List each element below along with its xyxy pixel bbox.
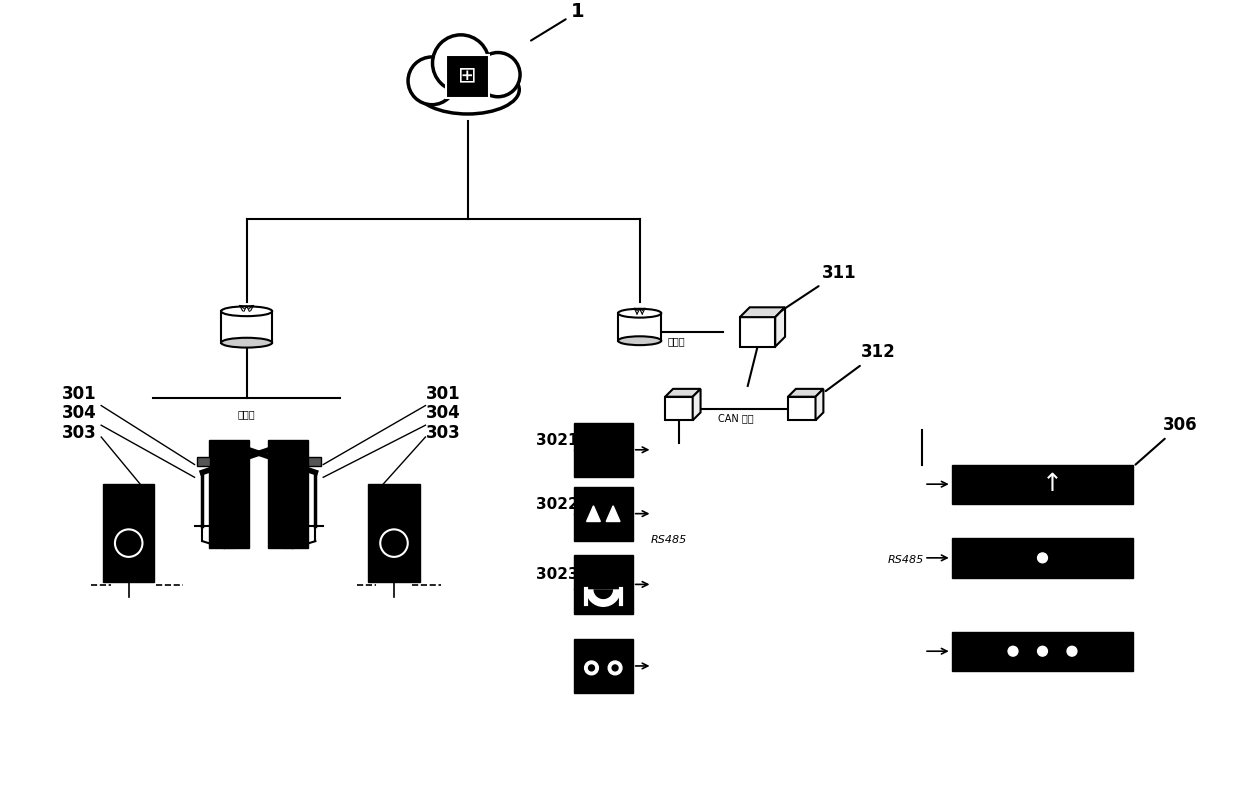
FancyBboxPatch shape — [952, 464, 1134, 504]
Text: 301: 301 — [62, 384, 97, 403]
Polygon shape — [788, 389, 824, 397]
Text: 以太网: 以太网 — [238, 410, 255, 419]
FancyBboxPatch shape — [574, 639, 633, 693]
Circle shape — [589, 665, 595, 671]
Circle shape — [432, 35, 489, 91]
Ellipse shape — [221, 338, 273, 348]
Polygon shape — [788, 397, 815, 420]
Ellipse shape — [416, 66, 519, 114]
Circle shape — [1037, 553, 1047, 562]
Polygon shape — [740, 317, 776, 347]
Circle shape — [612, 665, 618, 671]
Ellipse shape — [618, 308, 662, 318]
FancyBboxPatch shape — [574, 423, 633, 477]
Text: ⊞: ⊞ — [458, 66, 477, 86]
Polygon shape — [693, 389, 700, 420]
Ellipse shape — [221, 306, 273, 316]
Text: 3022: 3022 — [536, 497, 579, 511]
Polygon shape — [586, 506, 601, 522]
FancyBboxPatch shape — [368, 484, 420, 582]
Wedge shape — [586, 590, 621, 607]
Circle shape — [476, 53, 520, 97]
Text: 303: 303 — [425, 424, 460, 442]
Polygon shape — [815, 389, 824, 420]
Text: CAN 总线: CAN 总线 — [717, 413, 753, 423]
Text: 301: 301 — [425, 384, 460, 403]
Text: 304: 304 — [425, 404, 460, 423]
FancyBboxPatch shape — [574, 555, 633, 614]
FancyBboxPatch shape — [197, 457, 211, 467]
Ellipse shape — [618, 336, 662, 345]
Text: 1: 1 — [532, 2, 585, 41]
Text: 3021: 3021 — [536, 433, 579, 448]
FancyBboxPatch shape — [446, 55, 489, 98]
Circle shape — [608, 661, 622, 675]
Polygon shape — [618, 313, 662, 340]
Polygon shape — [665, 397, 693, 420]
FancyBboxPatch shape — [952, 539, 1134, 578]
FancyBboxPatch shape — [307, 457, 321, 467]
FancyBboxPatch shape — [952, 631, 1134, 671]
Text: 3023: 3023 — [536, 567, 579, 582]
FancyBboxPatch shape — [103, 484, 154, 582]
Polygon shape — [606, 506, 620, 522]
Wedge shape — [593, 590, 613, 599]
Text: 303: 303 — [62, 424, 97, 442]
Text: 304: 304 — [62, 404, 97, 423]
Circle shape — [585, 661, 598, 675]
FancyBboxPatch shape — [574, 487, 633, 541]
Polygon shape — [221, 312, 273, 343]
Text: 312: 312 — [825, 344, 896, 392]
Circle shape — [408, 57, 456, 105]
FancyBboxPatch shape — [209, 440, 249, 548]
Text: 以太网: 以太网 — [667, 336, 685, 347]
Polygon shape — [740, 308, 786, 317]
Text: ↑: ↑ — [1042, 472, 1063, 496]
Text: 311: 311 — [782, 264, 856, 311]
Polygon shape — [776, 308, 786, 347]
Text: RS485: RS485 — [650, 535, 686, 545]
FancyBboxPatch shape — [268, 440, 307, 548]
Circle shape — [1009, 646, 1018, 656]
Polygon shape — [665, 389, 700, 397]
Text: RS485: RS485 — [887, 555, 924, 565]
Circle shape — [1037, 646, 1047, 656]
Circle shape — [1067, 646, 1077, 656]
Text: 306: 306 — [1135, 416, 1197, 465]
